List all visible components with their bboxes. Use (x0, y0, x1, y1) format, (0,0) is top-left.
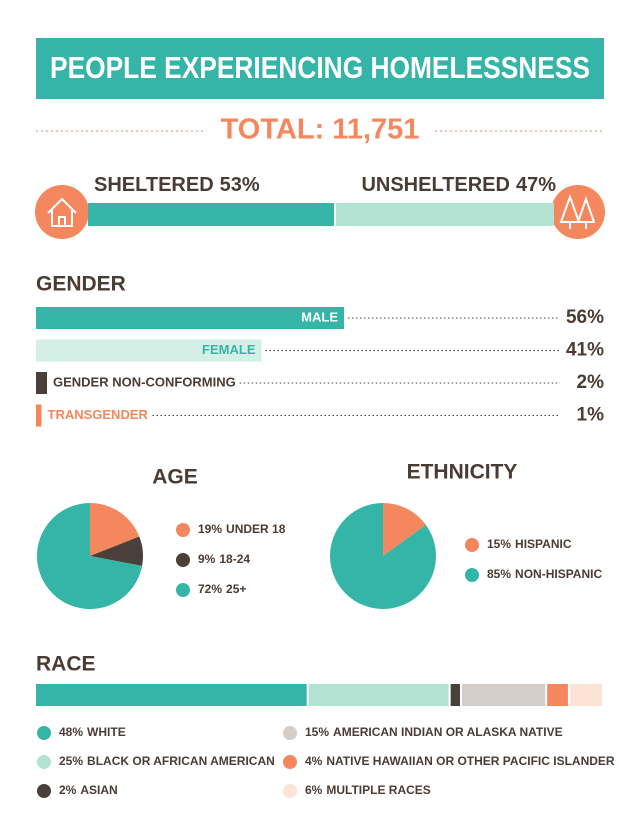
category-label: BLACK OR AFRICAN AMERICAN (87, 754, 275, 768)
bar (36, 307, 344, 329)
value-label: 47% (516, 174, 556, 196)
value-label: 15% (305, 725, 329, 739)
legend-swatch (37, 726, 51, 740)
bar (36, 339, 262, 362)
legend-swatch (176, 583, 190, 597)
legend-label: 19% UNDER 18 (198, 522, 286, 536)
category-label: ASIAN (80, 783, 117, 797)
value-label: 48% (59, 725, 83, 739)
category-label: 18-24 (219, 552, 250, 566)
chart-title: ETHNICITY (407, 461, 518, 484)
pie-slice (90, 536, 143, 566)
category-label: MULTIPLE RACES (326, 783, 430, 797)
legend-label: 9% 18-24 (198, 552, 250, 566)
legend-swatch (37, 784, 51, 798)
value-label: 1% (577, 405, 605, 426)
legend-swatch (37, 755, 51, 769)
title: PEOPLE EXPERIENCING HOMELESSNESS (50, 50, 590, 85)
bar (36, 404, 42, 427)
bar-segment (336, 203, 554, 226)
chart-title: RACE (36, 653, 96, 676)
value-label: 72% (198, 582, 222, 596)
bar-segment (547, 684, 568, 706)
bar-segment (308, 684, 449, 706)
bar-segment (450, 684, 460, 706)
pie-slice (329, 503, 436, 609)
category-label: WHITE (87, 725, 126, 739)
legend-label: 15% HISPANIC (487, 537, 572, 551)
category-label: 25+ (226, 582, 246, 596)
segment-label: SHELTERED 53% (94, 174, 260, 196)
legend-label: 6% MULTIPLE RACES (305, 783, 431, 797)
tree-icon (559, 194, 596, 229)
legend-label: 4% NATIVE HAWAIIAN OR OTHER PACIFIC ISLAN… (305, 754, 615, 768)
legend-label: 25% BLACK OR AFRICAN AMERICAN (59, 754, 275, 768)
category-label: AMERICAN INDIAN OR ALASKA NATIVE (333, 725, 563, 739)
segment-label: UNSHELTERED 47% (361, 174, 556, 196)
bar-segment (36, 684, 307, 706)
category-label: NATIVE HAWAIIAN OR OTHER PACIFIC ISLANDE… (326, 754, 615, 768)
category-label: NON-HISPANIC (515, 567, 602, 581)
legend-label: 48% WHITE (59, 725, 126, 739)
value-label: 2% (577, 372, 605, 393)
bar (36, 372, 47, 394)
value-label: 15% (487, 537, 511, 551)
category-label: TRANSGENDER (48, 407, 149, 422)
legend-swatch (283, 726, 297, 740)
category-label: GENDER NON-CONFORMING (53, 374, 236, 389)
category-label: UNDER 18 (226, 522, 286, 536)
value-label: 6% (305, 783, 323, 797)
bar-segment (569, 684, 602, 706)
pie-slice (36, 503, 143, 609)
value-label: 41% (566, 340, 604, 361)
value-label: 25% (59, 754, 83, 768)
legend-swatch (283, 784, 297, 798)
legend-label: 85% NON-HISPANIC (487, 567, 602, 581)
legend-swatch (176, 523, 190, 537)
category-label: HISPANIC (515, 537, 572, 551)
value-label: 19% (198, 522, 222, 536)
legend-swatch (465, 538, 479, 552)
bar-segment (462, 684, 546, 706)
shelter-icon (35, 185, 89, 239)
bar-segment (88, 203, 335, 226)
legend-swatch (465, 568, 479, 582)
legend-label: 15% AMERICAN INDIAN OR ALASKA NATIVE (305, 725, 563, 739)
total: TOTAL: 11,751 (221, 114, 420, 146)
value-label: 53% (220, 174, 260, 196)
legend-label: 2% ASIAN (59, 783, 118, 797)
category-label: FEMALE (202, 342, 256, 357)
category-label: SHELTERED (94, 174, 214, 196)
chart-title: GENDER (36, 273, 126, 296)
value-label: 2% (59, 783, 77, 797)
legend-label: 72% 25+ (198, 582, 246, 596)
value-label: 9% (198, 552, 216, 566)
legend-swatch (283, 755, 297, 769)
house-icon (47, 197, 77, 227)
category-label: UNSHELTERED (361, 174, 510, 196)
value-label: 56% (566, 307, 604, 328)
chart-title: AGE (152, 466, 198, 489)
value-label: 4% (305, 754, 323, 768)
value-label: 85% (487, 567, 511, 581)
title-banner (36, 38, 604, 99)
pie-slice (90, 503, 140, 556)
unsheltered-icon (551, 185, 605, 239)
category-label: MALE (301, 309, 338, 324)
legend-swatch (176, 553, 190, 567)
pie-slice (383, 503, 426, 556)
